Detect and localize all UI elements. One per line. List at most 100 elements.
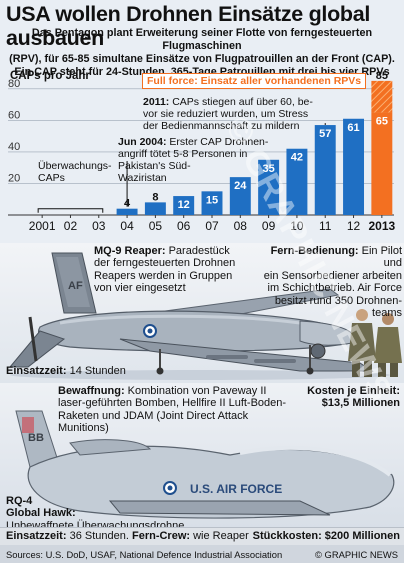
- remote-line: ein Sensorbediener arbeiten: [263, 269, 402, 282]
- bar: [286, 148, 308, 215]
- annotation-2004-line: Pakistan's Süd-: [118, 160, 191, 172]
- annotation-2011-year: 2011:: [143, 96, 170, 108]
- x-tick-label: 10: [290, 219, 304, 233]
- armament: Bewaffnung: Kombination von Paveway II l…: [58, 385, 298, 435]
- x-tick-label: 09: [262, 219, 276, 233]
- subhead-line: (RPV), für 65-85 simultane Einsätze von …: [9, 53, 395, 65]
- data-label: 12: [178, 199, 190, 211]
- surveillance-bracket: [37, 208, 104, 213]
- bar: [201, 191, 223, 215]
- data-label: 15: [206, 194, 218, 206]
- unit-cost-label: Kosten je Einheit:: [307, 385, 400, 397]
- surveillance-label-line: Überwachungs-: [38, 160, 112, 172]
- remote-line: im Schichtbetrieb. Air Force: [267, 282, 403, 295]
- x-tick-label: 11: [319, 219, 332, 233]
- armament-label: Bewaffnung:: [58, 385, 125, 397]
- operators-figure: [348, 309, 402, 377]
- surveillance-label-line: CAPs: [38, 172, 65, 184]
- y-axis-label: CAPs pro Jahr: [10, 70, 90, 82]
- reaper-desc-line: Paradestück: [168, 245, 230, 257]
- bar: [314, 125, 336, 215]
- global-hawk-crew-value: wie Reaper: [193, 530, 249, 542]
- headline: USA wollen Drohnen Einsätze global ausba…: [6, 2, 371, 50]
- legend-full-force: Full force: Einsatz aller vorhandenen RP…: [142, 73, 367, 89]
- data-label: 35: [262, 163, 274, 175]
- reaper-description: MQ-9 Reaper: Paradestück der ferngesteue…: [94, 245, 254, 295]
- x-tick-label: 02: [64, 219, 78, 233]
- reaper-drone-image: AF: [8, 252, 402, 380]
- x-tick-label: 2013: [368, 219, 395, 233]
- global-hawk-crew-label: Fern-Crew:: [131, 530, 191, 542]
- bar: [116, 208, 138, 215]
- unit-cost-value: $13,5 Millionen: [321, 397, 400, 410]
- global-hawk-endurance-value: 36 Stunden.: [69, 530, 129, 542]
- data-label: 57: [319, 128, 331, 140]
- remote-label: Fern-Bedienung:: [270, 245, 359, 257]
- annotation-2004-line: Erster CAP Drohnen-: [169, 136, 269, 148]
- bar: [144, 202, 166, 215]
- global-hawk-cost-label: Stückkosten:: [252, 530, 322, 542]
- y-tick-label: 80: [8, 78, 20, 90]
- annotation-2004-line: angriff tötet 5-8 Personen in: [118, 148, 248, 160]
- x-tick-label: 03: [92, 219, 106, 233]
- y-tick-label: 40: [8, 141, 20, 153]
- global-hawk-section: BB U.S. AIR FORCE Bewaffnung: Kombinatio…: [0, 383, 404, 543]
- reaper-endurance-value: 14 Stunden: [69, 365, 126, 377]
- armament-line: Kombination von Paveway II: [127, 385, 267, 397]
- global-hawk-endurance: Einsatzzeit: 36 Stunden. Fern-Crew: wie …: [6, 530, 249, 542]
- y-tick-label: 20: [8, 172, 20, 184]
- x-tick-label: 12: [347, 219, 361, 233]
- bar: [343, 118, 365, 215]
- annotation-2011: 2011: CAPs stiegen auf über 60, be- vor …: [143, 96, 321, 132]
- global-hawk-endurance-label: Einsatzzeit:: [6, 530, 67, 542]
- footer-sources: Sources: U.S. DoD, USAF, National Defenc…: [6, 549, 283, 560]
- x-tick-label: 07: [205, 219, 219, 233]
- reaper-desc-line: Reapers werden in Gruppen: [94, 269, 233, 282]
- armament-line: Raketen und JDAM (Joint Direct Attack Mu…: [58, 409, 249, 435]
- global-hawk-name: Global Hawk:: [6, 507, 76, 520]
- armament-line: laser-geführten Bomben, Hellfire II Luft…: [58, 397, 287, 410]
- bar-target-2013: [371, 80, 393, 113]
- annotation-2011-line: vor sie reduziert wurden, um Stress: [143, 108, 309, 120]
- global-hawk-name: RQ-4: [6, 495, 33, 507]
- data-label: 65: [376, 115, 388, 127]
- data-label: 42: [291, 152, 303, 164]
- reaper-tail-text: AF: [68, 280, 83, 292]
- remote-line: Ein Pilot und: [361, 245, 402, 270]
- reaper-endurance-label: Einsatzzeit:: [6, 365, 67, 377]
- data-label: 24: [234, 180, 247, 192]
- x-tick-label: 05: [149, 219, 163, 233]
- legend-full-force-text: Full force: Einsatz aller vorhandenen RP…: [147, 75, 362, 87]
- data-label: 8: [152, 191, 158, 203]
- annotation-2011-line: der Bedienmannschaft zu mildern: [143, 120, 300, 132]
- global-hawk-cost: Stückkosten: $200 Millionen: [253, 530, 400, 542]
- remote-line: teams: [372, 307, 402, 320]
- reaper-desc-line: der ferngesteuerten Drohnen: [94, 257, 236, 270]
- annotation-2004-line: Waziristan: [118, 172, 167, 184]
- reaper-name: MQ-9 Reaper:: [94, 245, 166, 257]
- unit-cost: Kosten je Einheit: $13,5 Millionen: [300, 385, 400, 410]
- bar: [229, 177, 251, 215]
- y-tick-label: 60: [8, 109, 20, 121]
- bar: [371, 112, 393, 215]
- reaper-endurance: Einsatzzeit: 14 Stunden: [6, 365, 126, 377]
- global-hawk-tail-text: BB: [28, 432, 44, 444]
- global-hawk-fuselage-text: U.S. AIR FORCE: [190, 482, 282, 496]
- annotation-surveillance: Überwachungs- CAPs: [38, 160, 112, 184]
- x-tick-label: 2001: [29, 219, 56, 233]
- global-hawk-cost-value: $200 Millionen: [324, 530, 400, 542]
- annotation-2011-line: CAPs stiegen auf über 60, be-: [172, 96, 313, 108]
- footer-credit: © GRAPHIC NEWS: [315, 549, 398, 560]
- x-tick-label: 08: [234, 219, 248, 233]
- subhead-line: Das Pentagon plant Erweiterung seiner Fl…: [31, 27, 373, 52]
- remote-line: besitzt rund 350 Drohnen-: [274, 294, 402, 307]
- reaper-desc-line: von vier eingesetzt: [94, 282, 186, 295]
- x-tick-label: 06: [177, 219, 191, 233]
- bar: [173, 196, 195, 215]
- global-hawk-drone-image: BB U.S. AIR FORCE: [15, 410, 395, 519]
- data-label: 85: [376, 70, 388, 82]
- remote-operation: Fern-Bedienung: Ein Pilot und ein Sensor…: [254, 245, 402, 319]
- reaper-section: AF: [0, 243, 404, 383]
